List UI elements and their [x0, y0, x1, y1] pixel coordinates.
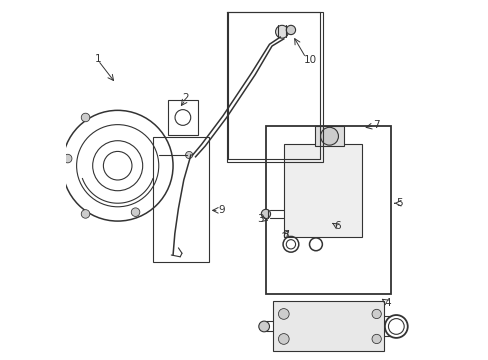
Text: 3: 3	[257, 214, 264, 224]
Circle shape	[63, 154, 72, 163]
Text: 5: 5	[396, 198, 403, 208]
Bar	[283, 144, 362, 237]
Circle shape	[258, 321, 269, 332]
Bar	[315, 126, 343, 146]
Text: 4: 4	[383, 298, 390, 308]
Circle shape	[285, 25, 295, 35]
Circle shape	[81, 113, 90, 122]
Circle shape	[278, 309, 288, 319]
Text: 1: 1	[95, 54, 101, 64]
Text: 6: 6	[333, 221, 340, 231]
Circle shape	[261, 209, 270, 219]
Circle shape	[371, 309, 381, 319]
Bar	[153, 137, 208, 262]
Text: 10: 10	[304, 55, 317, 65]
Text: 2: 2	[182, 93, 188, 103]
Bar	[265, 126, 390, 294]
Circle shape	[278, 334, 288, 344]
Text: 8: 8	[282, 230, 288, 240]
Circle shape	[185, 152, 192, 158]
Circle shape	[320, 127, 338, 145]
Text: 7: 7	[373, 120, 379, 130]
Circle shape	[275, 25, 288, 38]
Circle shape	[81, 210, 90, 218]
Circle shape	[131, 208, 140, 216]
Bar	[272, 301, 383, 351]
Text: 9: 9	[218, 205, 224, 215]
Circle shape	[371, 334, 381, 343]
